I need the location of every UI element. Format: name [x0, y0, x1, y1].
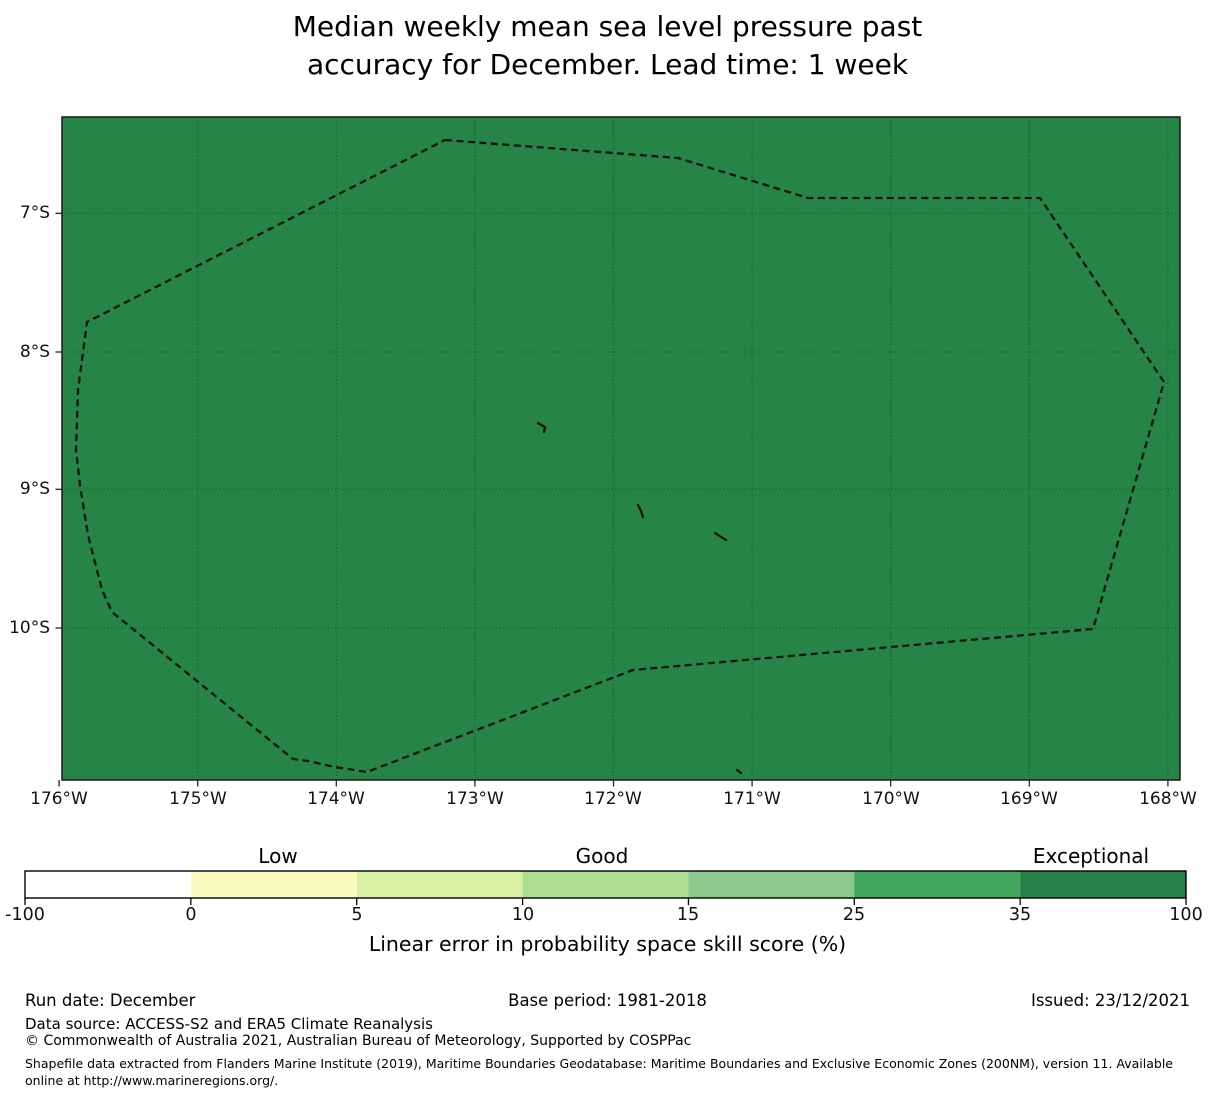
x-tick-label: 173°W	[446, 789, 504, 809]
map-frame	[61, 116, 1181, 781]
colorbar-tick-label: 0	[185, 905, 197, 925]
colorbar-tick-label: 15	[676, 905, 700, 925]
colorbar-segment	[190, 871, 357, 898]
y-tick-label: 8°S	[19, 342, 50, 362]
colorbar-ticks	[24, 898, 1187, 905]
x-tick-label: 175°W	[169, 789, 227, 809]
base-period: Base period: 1981-2018	[508, 991, 707, 1010]
colorbar-category-good: Good	[575, 844, 629, 868]
x-tick-label: 170°W	[862, 789, 920, 809]
island-marks	[536, 421, 743, 775]
small-island-mark	[735, 768, 743, 775]
chart-title-line1: Median weekly mean sea level pressure pa…	[292, 10, 923, 43]
colorbar-segment	[688, 871, 855, 898]
map-plot	[55, 116, 1181, 787]
colorbar	[24, 870, 1187, 905]
colorbar-tick-label: -100	[5, 905, 45, 925]
small-island-mark	[536, 421, 547, 434]
colorbar-category-low: Low	[258, 844, 298, 868]
colorbar-segment	[522, 871, 689, 898]
x-tick-label: 168°W	[1139, 789, 1197, 809]
colorbar-tick-label: 5	[351, 905, 363, 925]
colorbar-frame	[24, 870, 1187, 899]
copyright-note: © Commonwealth of Australia 2021, Austra…	[25, 1033, 692, 1049]
colorbar-tick-label: 100	[1169, 905, 1203, 925]
data-source: Data source: ACCESS-S2 and ERA5 Climate …	[25, 1015, 433, 1033]
y-tick-label: 7°S	[19, 203, 50, 223]
colorbar-tick-label: 25	[842, 905, 866, 925]
colorbar-segment	[1020, 871, 1186, 898]
grid-lines	[62, 117, 1180, 780]
chart-title: Median weekly mean sea level pressure pa…	[0, 8, 1215, 84]
small-island-mark	[713, 531, 728, 542]
x-tick-label: 172°W	[584, 789, 642, 809]
colorbar-segment	[356, 871, 523, 898]
colorbar-segment	[854, 871, 1021, 898]
y-tick-label: 9°S	[19, 479, 50, 499]
colorbar-axis-label: Linear error in probability space skill …	[368, 932, 847, 956]
colorbar-tick-label: 10	[511, 905, 535, 925]
x-tick-label: 171°W	[723, 789, 781, 809]
shapefile-note: Shapefile data extracted from Flanders M…	[25, 1056, 1173, 1088]
x-axis-ticks	[58, 780, 1169, 787]
x-tick-label: 169°W	[1000, 789, 1058, 809]
x-tick-label: 174°W	[307, 789, 365, 809]
issued-date: Issued: 23/12/2021	[1030, 991, 1190, 1010]
chart-title-line2: accuracy for December. Lead time: 1 week	[306, 48, 909, 81]
eez-dashed-boundary	[74, 138, 1166, 774]
y-axis-ticks	[55, 212, 62, 629]
y-tick-label: 10°S	[9, 618, 50, 638]
x-tick-label: 176°W	[30, 789, 88, 809]
small-island-mark	[636, 503, 645, 519]
map-field-fill	[62, 117, 1180, 780]
colorbar-category-exceptional: Exceptional	[1032, 844, 1150, 868]
colorbar-segment	[25, 871, 191, 898]
run-date: Run date: December	[25, 991, 196, 1010]
colorbar-tick-label: 35	[1008, 905, 1032, 925]
colorbar-segments	[25, 871, 1186, 898]
